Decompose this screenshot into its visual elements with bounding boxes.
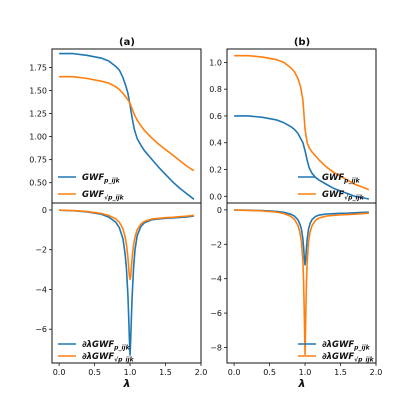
axes-frame-b-bottom xyxy=(226,202,377,364)
x-tick-label-a-bottom-1: 0.5 xyxy=(88,368,101,377)
legend-label-b-bottom-1-sub: √p_ijk xyxy=(354,357,374,364)
y-tick-label-a-top-2: 1.00 xyxy=(29,133,47,142)
axes-frame-a-top xyxy=(51,48,202,204)
series-line-b-bottom-1 xyxy=(234,209,369,356)
legend-label-b-top-1-sub: √p_ijk xyxy=(344,195,364,202)
y-tick-label-a-top-4: 1.50 xyxy=(29,86,47,95)
y-tick-label-b-bottom-4: −8 xyxy=(210,344,222,353)
legend-label-b-top-0-sub: p_ijk xyxy=(343,178,360,185)
legend-label-a-bottom-1-sub: √p_ijk xyxy=(114,357,134,364)
x-tick-label-b-bottom-0: 0.0 xyxy=(228,368,241,377)
legend-label-a-top-1-sub: √p_ijk xyxy=(104,195,124,202)
panel-b-bottom: 0 −2 −4 −6 −8 0.0 0.5 1.0 1.5 2.0 ∂λGWFp_ijk∂λGWF√… xyxy=(210,202,383,377)
y-tick-label-a-bottom-0: 0 xyxy=(42,206,47,215)
panel-a-bottom: 0 −2 −4 −6 0.0 0.5 1.0 1.5 2.0 ∂λGWFp_ijk∂λGWF√p_… xyxy=(35,202,208,377)
y-tick-label-b-bottom-0: 0 xyxy=(217,206,222,215)
series-line-b-bottom-0 xyxy=(234,209,369,266)
y-tick-label-a-top-5: 1.75 xyxy=(29,63,47,72)
x-tick-label-a-bottom-2: 1.0 xyxy=(124,368,137,377)
x-tick-label-b-bottom-2: 1.0 xyxy=(299,368,312,377)
y-tick-label-b-top-3: 0.6 xyxy=(209,112,222,121)
y-tick-label-b-top-2: 0.4 xyxy=(209,139,222,148)
y-tick-label-b-top-4: 0.8 xyxy=(209,85,222,94)
x-tick-label-a-bottom-4: 2.0 xyxy=(195,368,208,377)
legend-label-b-bottom-0-main: ∂λGWF xyxy=(322,340,354,350)
series-line-b-top-0 xyxy=(234,115,370,200)
y-tick-label-a-bottom-1: −2 xyxy=(35,246,47,255)
legend-label-a-bottom-0: ∂λGWFp_ijk xyxy=(82,340,131,352)
legend-label-a-top-0-main: GWF xyxy=(82,173,104,183)
panel-b-title: (b) xyxy=(294,37,310,48)
x-tick-label-b-bottom-1: 0.5 xyxy=(263,368,276,377)
y-tick-label-a-top-3: 1.25 xyxy=(29,110,47,119)
legend-label-a-bottom-0-sub: p_ijk xyxy=(113,345,130,352)
y-tick-label-b-bottom-1: −2 xyxy=(210,240,222,249)
legend-label-b-bottom-1-main: ∂λGWF xyxy=(322,352,354,362)
legend-label-a-top-0-sub: p_ijk xyxy=(103,178,120,185)
series-line-b-top-1 xyxy=(234,54,370,191)
y-tick-label-b-bottom-2: −4 xyxy=(210,275,222,284)
y-tick-label-b-top-0: 0.0 xyxy=(209,192,222,201)
panel-a-top: 0.500.751.001.251.501.75GWFp_ijkGWF√p_ij… xyxy=(29,48,202,204)
axes-frame-a-bottom xyxy=(51,202,202,364)
legend-label-a-top-0: GWFp_ijk xyxy=(82,173,121,185)
legend-label-a-top-1-main: GWF xyxy=(82,190,104,200)
y-tick-label-a-top-0: 0.50 xyxy=(29,179,47,188)
y-tick-label-b-bottom-3: −6 xyxy=(210,309,222,318)
series-line-a-bottom-1 xyxy=(59,209,194,281)
legend-label-a-bottom-1: ∂λGWF√p_ijk xyxy=(82,352,135,364)
series-line-a-bottom-0 xyxy=(59,209,195,356)
y-tick-label-b-top-1: 0.2 xyxy=(209,166,222,175)
panel-a-xlabel: λ xyxy=(123,377,131,390)
x-tick-label-b-bottom-3: 1.5 xyxy=(334,368,347,377)
series-line-a-top-1 xyxy=(59,75,195,172)
series-line-a-top-0 xyxy=(59,52,195,200)
legend-label-b-bottom-0: ∂λGWFp_ijk xyxy=(322,340,371,352)
x-tick-label-a-bottom-0: 0.0 xyxy=(53,368,66,377)
x-tick-label-a-bottom-3: 1.5 xyxy=(159,368,172,377)
legend-label-a-bottom-0-main: ∂λGWF xyxy=(82,340,114,350)
y-tick-label-b-top-5: 1.0 xyxy=(209,58,222,67)
legend-label-a-top-1: GWF√p_ijk xyxy=(82,190,125,202)
legend-label-a-bottom-1-main: ∂λGWF xyxy=(82,352,114,362)
legend-label-b-top-0-main: GWF xyxy=(322,173,344,183)
legend-label-b-top-0: GWFp_ijk xyxy=(322,173,361,185)
legend-label-b-top-1: GWF√p_ijk xyxy=(322,190,365,202)
y-tick-label-a-bottom-3: −6 xyxy=(35,325,47,334)
y-tick-label-a-top-1: 0.75 xyxy=(29,156,47,165)
y-tick-label-a-bottom-2: −4 xyxy=(35,285,47,294)
legend-label-b-bottom-0-sub: p_ijk xyxy=(353,345,370,352)
x-tick-label-b-bottom-4: 2.0 xyxy=(370,368,383,377)
legend-label-b-bottom-1: ∂λGWF√p_ijk xyxy=(322,352,375,364)
panel-a-title: (a) xyxy=(119,37,135,48)
panel-b-xlabel: λ xyxy=(298,377,306,390)
legend-label-b-top-1-main: GWF xyxy=(322,190,344,200)
